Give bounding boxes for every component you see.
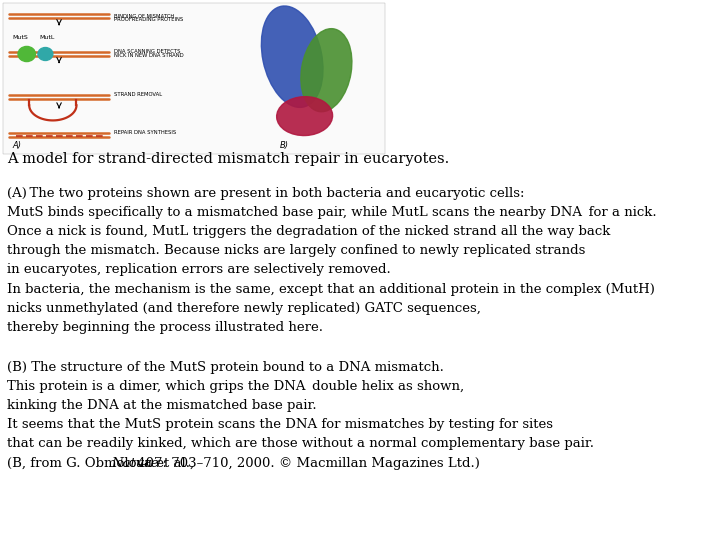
Bar (3, 3, 385, 154)
Text: thereby beginning the process illustrated here.: thereby beginning the process illustrate… (7, 321, 323, 334)
Ellipse shape (261, 6, 323, 107)
Text: through the mismatch. Because nicks are largely confined to newly replicated str: through the mismatch. Because nicks are … (7, 244, 586, 257)
Text: It seems that the MutS protein scans the DNA for mismatches by testing for sites: It seems that the MutS protein scans the… (7, 418, 554, 431)
Text: (B, from G. Obmolova et al.,: (B, from G. Obmolova et al., (7, 456, 199, 469)
Text: PROOFREADING PROTEINS: PROOFREADING PROTEINS (114, 17, 183, 22)
Text: This protein is a dimer, which grips the DNA double helix as shown,: This protein is a dimer, which grips the… (7, 380, 464, 393)
Circle shape (38, 48, 53, 60)
Text: in eucaryotes, replication errors are selectively removed.: in eucaryotes, replication errors are se… (7, 264, 391, 276)
Text: A model for strand-directed mismatch repair in eucaryotes.: A model for strand-directed mismatch rep… (7, 152, 450, 166)
Circle shape (18, 46, 35, 62)
Text: NICK IN NEW DNA STRAND: NICK IN NEW DNA STRAND (114, 53, 184, 58)
Text: MutS: MutS (12, 35, 28, 40)
Text: kinking the DNA at the mismatched base pair.: kinking the DNA at the mismatched base p… (7, 399, 317, 412)
Ellipse shape (301, 29, 352, 112)
Text: REPAIR DNA SYNTHESIS: REPAIR DNA SYNTHESIS (114, 130, 176, 134)
Ellipse shape (276, 97, 333, 136)
Text: STRAND REMOVAL: STRAND REMOVAL (114, 92, 162, 97)
Text: MutL: MutL (39, 35, 55, 40)
Text: that can be readily kinked, which are those without a normal complementary base : that can be readily kinked, which are th… (7, 437, 595, 450)
Text: 407: 703–710, 2000. © Macmillan Magazines Ltd.): 407: 703–710, 2000. © Macmillan Magazine… (132, 456, 480, 469)
Text: MutS binds specifically to a mismatched base pair, while MutL scans the nearby D: MutS binds specifically to a mismatched … (7, 206, 657, 219)
Text: DNA SCANNING DETECTS: DNA SCANNING DETECTS (114, 49, 180, 53)
Text: nicks unmethylated (and therefore newly replicated) GATC sequences,: nicks unmethylated (and therefore newly … (7, 302, 482, 315)
Text: (B) The structure of the MutS protein bound to a DNA mismatch.: (B) The structure of the MutS protein bo… (7, 361, 444, 374)
Text: Nature: Nature (111, 456, 158, 469)
Text: (A) The two proteins shown are present in both bacteria and eucaryotic cells:: (A) The two proteins shown are present i… (7, 187, 525, 200)
Text: In bacteria, the mechanism is the same, except that an additional protein in the: In bacteria, the mechanism is the same, … (7, 282, 655, 295)
Text: BINDING OF MISMATCH: BINDING OF MISMATCH (114, 14, 174, 18)
Text: A): A) (12, 141, 22, 150)
Text: B): B) (280, 141, 289, 150)
Text: Once a nick is found, MutL triggers the degradation of the nicked strand all the: Once a nick is found, MutL triggers the … (7, 225, 611, 238)
